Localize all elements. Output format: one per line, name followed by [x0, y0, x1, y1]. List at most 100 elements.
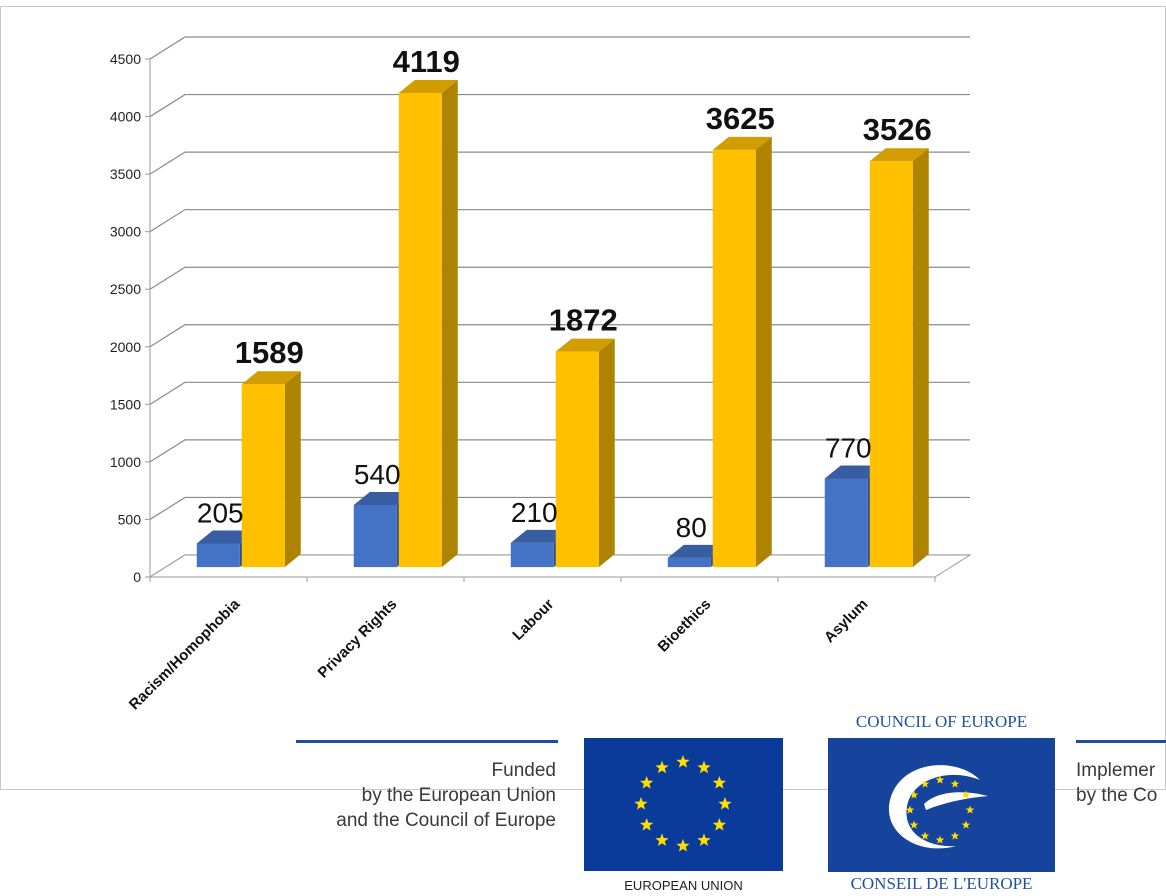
- bar-top: [353, 491, 413, 505]
- eu-star-icon: [655, 760, 669, 774]
- bar-top: [869, 148, 929, 162]
- coe-star-icon: [950, 779, 960, 788]
- data-label: 205: [197, 498, 244, 529]
- data-label: 210: [511, 497, 558, 528]
- funded-line-1: Funded: [491, 760, 556, 781]
- bar-top: [555, 338, 615, 352]
- coe-star-icon: [905, 805, 915, 814]
- coe-emblem-icon: [888, 765, 988, 849]
- gridline: [149, 209, 970, 233]
- eu-flag-logo: [584, 738, 783, 871]
- coe-star-icon: [950, 831, 960, 840]
- coe-star-icon: [920, 779, 930, 788]
- bar-top: [824, 465, 884, 479]
- eu-caption: EUROPEAN UNION: [624, 878, 743, 893]
- coe-caption-bottom: CONSEIL DE L'EUROPE: [850, 874, 1033, 893]
- bar: [824, 478, 868, 568]
- data-label: 770: [825, 432, 872, 463]
- eu-star-icon: [712, 776, 727, 789]
- gridline: [149, 266, 970, 290]
- coe-swirl-tail-icon: [924, 792, 988, 810]
- bar-side: [755, 136, 772, 568]
- data-label: 540: [354, 459, 401, 490]
- bar: [398, 92, 442, 568]
- coe-star-icon: [935, 835, 945, 844]
- data-label: 1872: [549, 303, 618, 338]
- eu-star-icon: [718, 797, 732, 810]
- gridline: [149, 496, 970, 520]
- bar-side: [284, 371, 301, 568]
- bar-side: [912, 148, 929, 568]
- x-tick-label: Racism/Homophobia: [126, 595, 244, 713]
- x-tick-label: Labour: [509, 596, 557, 644]
- coe-star-icon: [909, 820, 919, 829]
- y-tick-label: 2000: [110, 339, 141, 355]
- coe-swirl-icon: [888, 765, 980, 849]
- bar: [196, 543, 240, 568]
- funded-line-2: by the European Union: [361, 785, 556, 806]
- eu-star-icon: [697, 833, 711, 847]
- bar-top: [241, 371, 301, 385]
- eu-star-icon: [676, 755, 690, 768]
- data-label: 4119: [393, 44, 460, 79]
- bar-side: [598, 338, 615, 568]
- coe-caption-top: COUNCIL OF EUROPE: [855, 712, 1028, 731]
- bar: [555, 351, 599, 568]
- y-tick-label: 4500: [110, 51, 141, 67]
- y-tick-label: 3000: [110, 224, 141, 240]
- bar-top: [398, 79, 458, 93]
- coe-star-icon: [920, 831, 930, 840]
- x-tick-label: Privacy Rights: [315, 596, 401, 682]
- bar-top: [667, 544, 727, 558]
- bar-top: [712, 136, 772, 150]
- coe-star-icon: [965, 805, 975, 814]
- data-label: 3625: [706, 101, 775, 136]
- eu-star-icon: [697, 760, 711, 774]
- gridline: [149, 439, 970, 463]
- data-label: 1589: [235, 335, 304, 370]
- eu-stars-icon: [634, 755, 732, 852]
- footer-divider-right: [1076, 740, 1166, 743]
- implemented-line-1: Implemer: [1076, 760, 1156, 781]
- y-tick-label: 2500: [110, 281, 141, 297]
- y-tick-label: 3500: [110, 166, 141, 182]
- implemented-by-text: Implemer by the Co: [1076, 758, 1166, 808]
- y-tick-label: 4000: [110, 109, 141, 125]
- gridline: [149, 151, 970, 175]
- bar: [510, 542, 554, 568]
- y-tick-label: 1000: [110, 454, 141, 470]
- eu-star-icon: [712, 818, 727, 831]
- implemented-line-2: by the Co: [1076, 785, 1158, 806]
- y-tick-label: 0: [133, 569, 141, 585]
- data-label: 3526: [863, 112, 932, 147]
- bars: [196, 79, 929, 568]
- data-labels: 205 1589 540 4119 210 1872 80 3625 770 3526: [197, 44, 932, 543]
- bar: [667, 557, 711, 568]
- bar: [869, 161, 913, 568]
- eu-star-icon: [634, 797, 648, 810]
- gridline: [149, 381, 970, 405]
- x-tick-label: Bioethics: [655, 596, 715, 656]
- bar-side: [441, 79, 458, 568]
- y-tick-label: 500: [118, 511, 142, 527]
- coe-star-icon: [961, 790, 971, 799]
- bar: [241, 384, 285, 568]
- y-tick-label: 1500: [110, 396, 141, 412]
- eu-star-icon: [676, 839, 690, 852]
- data-label: 80: [676, 512, 707, 543]
- eu-star-icon: [655, 833, 669, 847]
- funded-line-3: and the Council of Europe: [336, 810, 556, 831]
- bar: [353, 504, 397, 568]
- council-of-europe-logo: [828, 738, 1055, 872]
- funded-by-text: Funded by the European Union and the Cou…: [270, 758, 556, 833]
- gridline: [149, 93, 970, 118]
- coe-star-icon: [909, 790, 919, 799]
- coe-star-icon: [961, 820, 971, 829]
- bar: [712, 149, 756, 568]
- eu-star-icon: [639, 776, 654, 789]
- eu-star-icon: [639, 818, 654, 831]
- footer-divider-left: [296, 740, 558, 743]
- gridline: [149, 36, 970, 60]
- bar-top: [510, 529, 570, 543]
